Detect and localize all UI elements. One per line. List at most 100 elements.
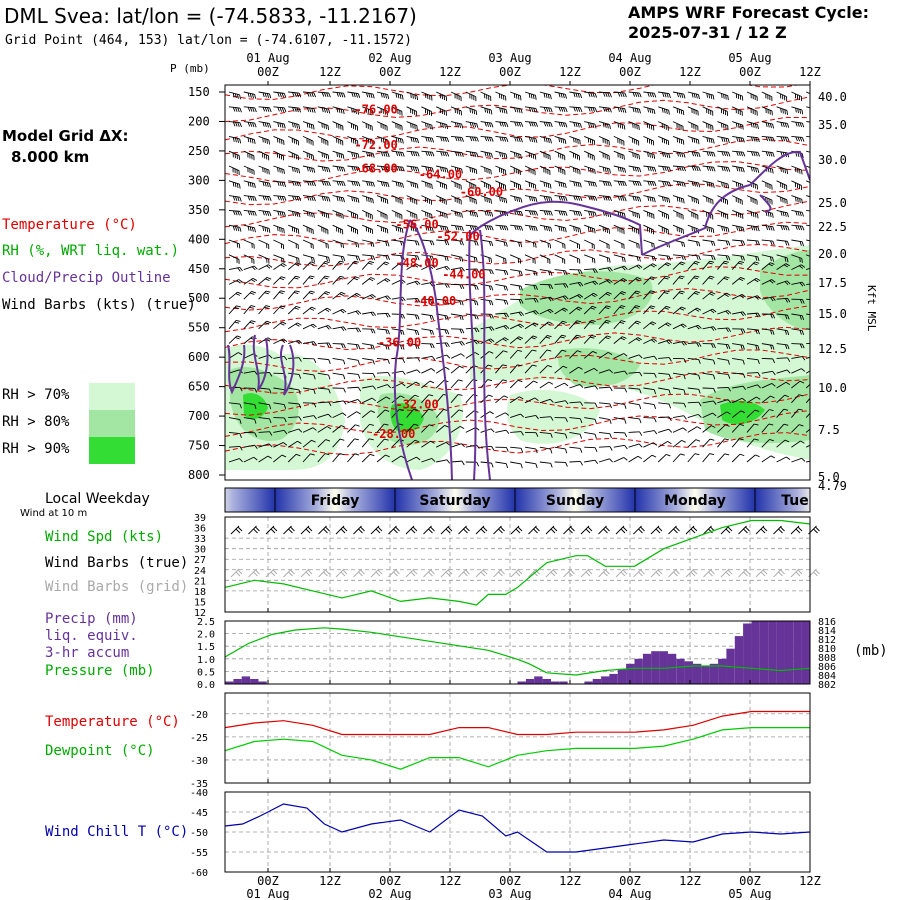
wind-barb-shaft xyxy=(806,165,810,169)
wind-barb-feather xyxy=(283,93,287,98)
wind-barb-feather xyxy=(249,93,252,98)
wind-barb-feather xyxy=(649,307,654,310)
wind-barb-205 xyxy=(288,165,301,174)
wind-barb-feather xyxy=(622,92,625,98)
wind-barb-shaft xyxy=(273,387,285,391)
wind-barb-feather xyxy=(736,136,739,142)
wind-barb-feather xyxy=(446,213,448,219)
wind-barb-165 xyxy=(288,150,299,161)
wind-barb-feather xyxy=(491,314,494,319)
wind-barb-feather xyxy=(251,93,254,99)
wind-barb-feather xyxy=(801,225,805,231)
wind-barb-470 xyxy=(658,254,671,261)
wind-barb-feather xyxy=(602,92,606,97)
wind-barb-feather xyxy=(589,321,595,324)
wind-barb-feather xyxy=(384,438,389,441)
wind-barb-shaft xyxy=(480,461,492,464)
wind-barb-156 xyxy=(746,135,760,143)
wind-barb-feather xyxy=(531,137,534,143)
wind-barb-feather xyxy=(726,411,731,415)
wind-barb-feather xyxy=(575,211,578,216)
wind-barb-feather xyxy=(306,122,309,128)
wind-barb-feather xyxy=(237,291,242,295)
wind-barb-37 xyxy=(761,91,773,102)
wind-barb-867 xyxy=(613,402,627,409)
wind-barb-feather xyxy=(518,226,521,231)
isotherm-label-6: -56.00 xyxy=(395,218,438,232)
wind-barb-846 xyxy=(302,402,317,408)
wind-barb-shaft xyxy=(598,165,610,170)
wind-barb-shaft xyxy=(569,165,580,171)
wind-barb-feather xyxy=(328,197,331,202)
wind-barb-feather xyxy=(708,151,712,157)
wind-barb-243 xyxy=(258,180,271,188)
wind-barb-shaft xyxy=(687,254,699,257)
wind-barb-shaft xyxy=(376,438,385,448)
wind-barb-206 xyxy=(302,165,316,173)
wind-barb-shaft xyxy=(510,254,521,260)
wind-barb-1005 xyxy=(287,453,301,463)
wind-barb-feather xyxy=(721,166,724,171)
wind-barb-shaft xyxy=(539,106,551,109)
wind-barb-feather xyxy=(543,121,547,127)
wind-barb-feather xyxy=(624,108,627,113)
wind-barb-626 xyxy=(598,305,611,315)
wind-barb-feather xyxy=(294,92,297,97)
wind-barb-feather xyxy=(294,107,297,112)
wind-barb-feather xyxy=(634,108,637,113)
wind-barb-feather xyxy=(520,137,523,143)
weekday-segment-2: Friday xyxy=(275,488,395,512)
wind-barb-478 xyxy=(776,254,789,263)
wind-barb-feather xyxy=(543,93,546,98)
wind-barb-feather xyxy=(742,328,746,334)
wind-barb-270 xyxy=(658,180,672,187)
wind-barb-feather xyxy=(617,181,621,186)
wind-barb-feather xyxy=(782,225,786,231)
wind-barb-feather xyxy=(402,296,406,302)
wind-barb-shaft xyxy=(347,224,358,231)
wind-barb-feather xyxy=(725,255,729,261)
wind-barb-feather xyxy=(340,425,346,428)
wind-barb-119 xyxy=(791,121,805,128)
wind-barb-shaft xyxy=(554,165,565,171)
wind-barb-feather xyxy=(623,457,628,461)
wind-barb-shaft xyxy=(495,121,507,124)
wind-barb-shaft xyxy=(288,416,300,419)
wind-barb-feather xyxy=(787,314,790,320)
wind-barb-feather xyxy=(653,181,657,187)
wind-barb-shaft xyxy=(628,180,640,183)
wind-barb-feather xyxy=(697,324,702,329)
wind-barb-feather xyxy=(296,107,299,113)
wind-barb-194 xyxy=(717,150,731,157)
wind-barb-537 xyxy=(465,283,479,290)
wind-barb-268 xyxy=(628,180,642,187)
wind-barb-feather xyxy=(232,182,235,187)
wind-barb-feather xyxy=(742,240,746,246)
wind-barb-shaft xyxy=(317,150,329,156)
wind-barb-feather xyxy=(343,326,347,331)
wind-barb-579 xyxy=(495,298,509,305)
wind-barb-313 xyxy=(702,195,714,205)
wind-barb-feather xyxy=(664,307,669,310)
wind-barb-shaft xyxy=(273,224,284,230)
wind-barb-278 xyxy=(776,180,788,190)
wind-barb-feather xyxy=(750,151,754,156)
wind-barb-feather xyxy=(490,338,495,342)
wind-barb-feather xyxy=(306,107,310,112)
wind-barb-438 xyxy=(776,239,790,246)
wind-barb-feather xyxy=(639,92,642,98)
height-tick-label-1: 40.0 xyxy=(818,90,847,104)
wind-barb-743 xyxy=(554,349,567,359)
wind-barb-feather xyxy=(253,265,258,270)
wind-barb-feather xyxy=(587,167,590,172)
wind-barb-feather xyxy=(487,364,493,367)
wind-barb-feather xyxy=(753,263,758,266)
wind-barb-440 xyxy=(806,239,810,242)
wind-barb-feather xyxy=(397,93,400,99)
wind-barb-870 xyxy=(658,402,672,409)
wind-barb-feather xyxy=(679,181,682,187)
surface-wind-barb-30 xyxy=(738,525,750,535)
wind-barb-746 xyxy=(598,351,613,359)
wind-barb-284 xyxy=(273,195,287,201)
wind-barb-shaft xyxy=(554,400,566,404)
